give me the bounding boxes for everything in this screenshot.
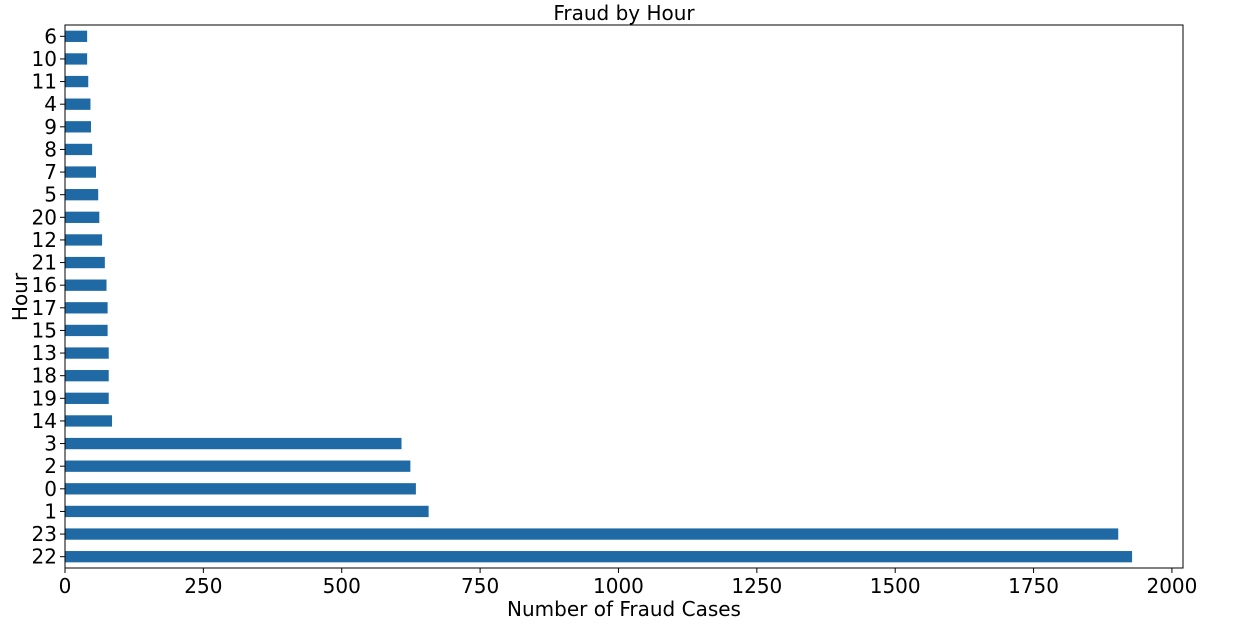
bar-hour-12 xyxy=(65,234,103,246)
y-tick-label: 22 xyxy=(32,545,57,569)
bar-hour-4 xyxy=(65,98,91,110)
bar-hour-8 xyxy=(65,143,93,156)
x-tick-label: 1000 xyxy=(593,574,644,598)
y-tick-label: 3 xyxy=(44,432,57,456)
y-tick-label: 19 xyxy=(32,386,57,410)
bar-hour-23 xyxy=(65,528,1119,540)
y-tick-label: 6 xyxy=(44,24,57,48)
y-tick-label: 10 xyxy=(32,47,57,71)
bar-hour-14 xyxy=(65,415,113,427)
y-tick-label: 23 xyxy=(32,522,57,546)
x-tick-label: 0 xyxy=(59,574,72,598)
y-tick-label: 16 xyxy=(32,273,57,297)
y-tick-label: 11 xyxy=(32,70,57,94)
y-axis-label: Hour xyxy=(8,272,32,321)
y-tick-label: 15 xyxy=(32,318,57,342)
bar-hour-21 xyxy=(65,256,105,269)
y-tick-label: 12 xyxy=(32,228,57,252)
bar-hour-10 xyxy=(65,53,88,65)
y-tick-label: 20 xyxy=(32,205,57,229)
x-tick-label: 1750 xyxy=(1008,574,1059,598)
bar-hour-15 xyxy=(65,324,108,337)
x-tick-label: 1500 xyxy=(870,574,921,598)
y-tick-label: 2 xyxy=(44,454,57,478)
y-tick-label: 7 xyxy=(44,160,57,184)
y-tick-label: 14 xyxy=(32,409,57,433)
y-tick-label: 4 xyxy=(44,92,57,116)
bar-hour-5 xyxy=(65,189,99,201)
y-tick-label: 5 xyxy=(44,183,57,207)
x-axis-label: Number of Fraud Cases xyxy=(507,597,741,621)
bar-hour-17 xyxy=(65,302,108,314)
bars-group xyxy=(65,30,1133,563)
x-tick-label: 1250 xyxy=(731,574,782,598)
bar-hour-11 xyxy=(65,75,89,88)
plot-frame xyxy=(64,24,1184,569)
x-tick-label: 2000 xyxy=(1146,574,1197,598)
bar-hour-0 xyxy=(65,483,416,495)
bar-hour-6 xyxy=(65,30,88,42)
y-tick-label: 1 xyxy=(44,499,57,523)
y-tick-label: 21 xyxy=(32,251,57,275)
y-tick-label: 9 xyxy=(44,115,57,139)
bar-hour-18 xyxy=(65,370,109,382)
bar-hour-9 xyxy=(65,121,92,133)
x-ticks-group: 0 250 500 750 1000 1250 1500 1750 2000 xyxy=(59,568,1197,598)
y-tick-label: 17 xyxy=(32,296,57,320)
bar-hour-1 xyxy=(65,505,429,518)
bar-hour-20 xyxy=(65,211,100,223)
bar-hour-7 xyxy=(65,166,96,178)
bar-hour-13 xyxy=(65,347,109,359)
x-tick-label: 250 xyxy=(184,574,222,598)
bar-hour-16 xyxy=(65,279,107,291)
bar-hour-2 xyxy=(65,460,411,472)
y-tick-label: 0 xyxy=(44,477,57,501)
bar-hour-22 xyxy=(65,551,1133,563)
y-tick-label: 8 xyxy=(44,137,57,161)
bar-hour-3 xyxy=(65,437,402,450)
x-tick-label: 500 xyxy=(323,574,361,598)
chart-title: Fraud by Hour xyxy=(553,1,695,25)
bar-hour-19 xyxy=(65,392,109,404)
y-tick-label: 13 xyxy=(32,341,57,365)
y-tick-label: 18 xyxy=(32,364,57,388)
x-tick-label: 750 xyxy=(461,574,499,598)
